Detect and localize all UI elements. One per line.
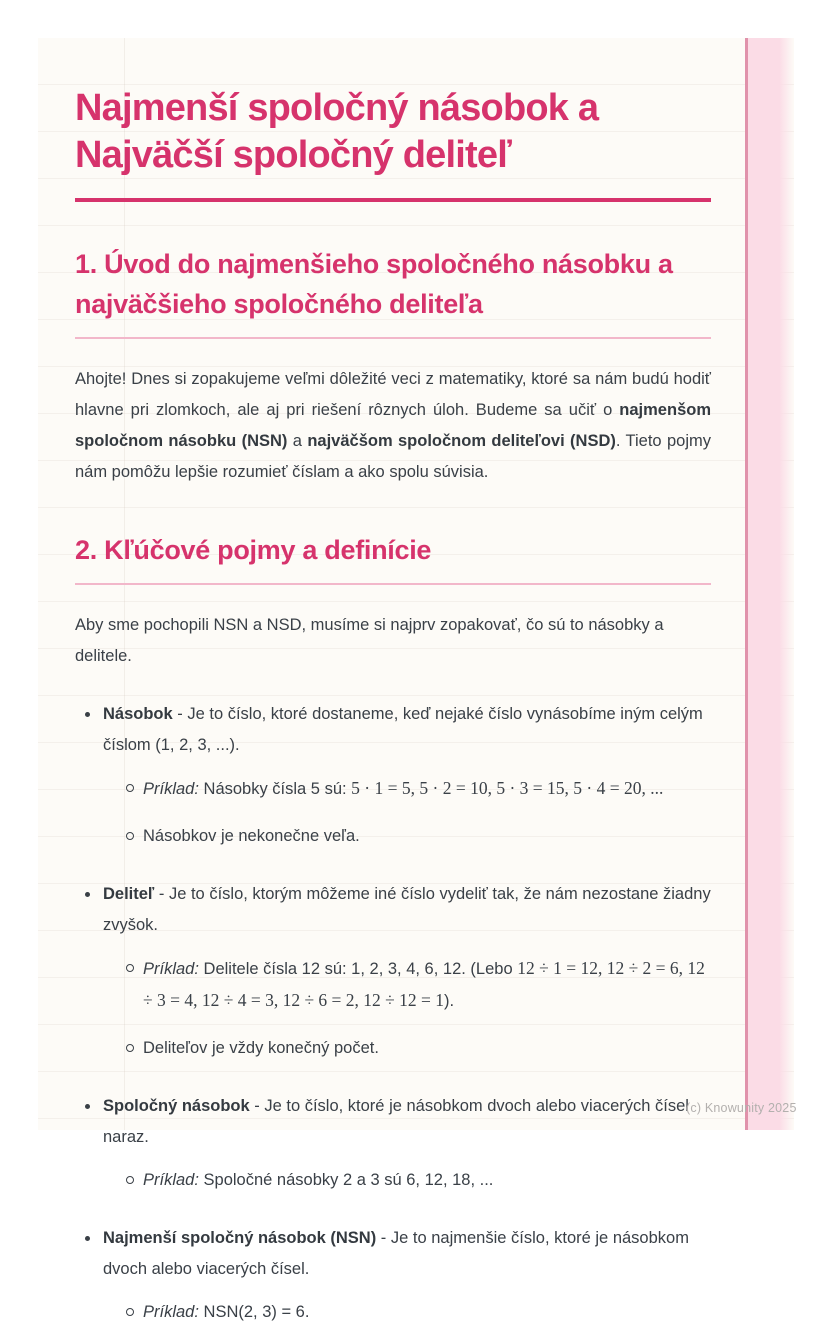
note-line: Deliteľov je vždy konečný počet. xyxy=(143,1033,711,1064)
example-label: Príklad: xyxy=(143,1303,199,1321)
example-text: Delitele čísla 12 sú: 1, 2, 3, 4, 6, 12.… xyxy=(198,960,518,978)
note-text: Násobkov je nekonečne veľa. xyxy=(143,827,360,845)
example-label: Príklad: xyxy=(143,780,199,798)
list-item-nsn: Najmenší spoločný násobok (NSN) - Je to … xyxy=(75,1223,711,1328)
bullet-dot-icon xyxy=(85,892,90,897)
page-title-line-2: Najväčší spoločný deliteľ xyxy=(75,134,512,176)
term-definition: Najmenší spoločný násobok (NSN) - Je to … xyxy=(103,1223,711,1285)
bullet-circle-icon xyxy=(126,784,134,792)
section-2-divider xyxy=(75,583,711,585)
math-expression: 5 · 1 = 5, 5 · 2 = 10, 5 · 3 = 15, 5 · 4… xyxy=(351,778,664,798)
note-text: Deliteľov je vždy konečný počet. xyxy=(143,1039,379,1057)
term-definition: Spoločný násobok - Je to číslo, ktoré je… xyxy=(103,1091,711,1153)
side-strip xyxy=(745,38,794,1130)
page-title-line-1: Najmenší spoločný násobok a xyxy=(75,87,599,129)
sub-list-item: Deliteľov je vždy konečný počet. xyxy=(103,1033,711,1064)
watermark: (c) Knowunity 2025 xyxy=(686,1101,797,1115)
example-text: NSN(2, 3) = 6. xyxy=(198,1303,310,1321)
term-def-text: - Je to číslo, ktorým môžeme iné číslo v… xyxy=(103,885,711,934)
intro-text-3: . Tieto pojmy nám pomôžu lepšie rozumieť… xyxy=(75,432,711,481)
nsn-bold-term: najmenšom spoločnom násobku (NSN) xyxy=(75,401,711,450)
bullet-circle-icon xyxy=(126,1044,134,1052)
list-item-body: Najmenší spoločný násobok (NSN) - Je to … xyxy=(103,1223,711,1328)
nsd-bold-term: najväčšom spoločnom deliteľovi (NSD) xyxy=(307,432,616,450)
term-label: Spoločný násobok xyxy=(103,1097,250,1115)
intro-paragraph: Ahojte! Dnes si zopakujeme veľmi dôležit… xyxy=(75,364,711,488)
bullet-dot-icon xyxy=(85,1236,90,1241)
list-item-nasobok: Násobok - Je to číslo, ktoré dostaneme, … xyxy=(75,699,711,852)
example-line: Príklad: Delitele čísla 12 sú: 1, 2, 3, … xyxy=(143,953,711,1017)
sub-list-item: Príklad: Delitele čísla 12 sú: 1, 2, 3, … xyxy=(103,953,711,1017)
page-title: Najmenší spoločný násobok a Najväčší spo… xyxy=(75,85,711,179)
example-text: Spoločné násobky 2 a 3 sú 6, 12, 18, ... xyxy=(198,1171,494,1189)
bullet-circle-icon xyxy=(126,964,134,972)
section-2-intro: Aby sme pochopili NSN a NSD, musíme si n… xyxy=(75,616,664,665)
list-item-body: Spoločný násobok - Je to číslo, ktoré je… xyxy=(103,1091,711,1196)
list-item-body: Deliteľ - Je to číslo, ktorým môžeme iné… xyxy=(103,879,711,1064)
bullet-circle-icon xyxy=(126,832,134,840)
bullet-circle-icon xyxy=(126,1176,134,1184)
term-def-text: - Je to číslo, ktoré je násobkom dvoch a… xyxy=(103,1097,689,1146)
section-1-heading: 1. Úvod do najmenšieho spoločného násobk… xyxy=(75,249,673,319)
example-tail: ). xyxy=(444,992,455,1010)
list-item-body: Násobok - Je to číslo, ktoré dostaneme, … xyxy=(103,699,711,852)
page-content: Najmenší spoločný násobok a Najväčší spo… xyxy=(75,85,711,1328)
section-1-divider xyxy=(75,337,711,339)
term-definition: Násobok - Je to číslo, ktoré dostaneme, … xyxy=(103,699,711,761)
example-label: Príklad: xyxy=(143,1171,199,1189)
list-item-delitel: Deliteľ - Je to číslo, ktorým môžeme iné… xyxy=(75,879,711,1064)
math-expression: 12 ÷ 1 = 12, 12 ÷ 2 = 6, 12 ÷ 3 = 4, 12 … xyxy=(143,958,705,1010)
sub-list-item: Príklad: Spoločné násobky 2 a 3 sú 6, 12… xyxy=(103,1165,711,1196)
bullet-circle-icon xyxy=(126,1308,134,1316)
sub-list-item: Násobkov je nekonečne veľa. xyxy=(103,821,711,852)
example-line: Príklad: NSN(2, 3) = 6. xyxy=(143,1297,711,1328)
example-line: Príklad: Násobky čísla 5 sú: 5 · 1 = 5, … xyxy=(143,773,711,805)
example-line: Príklad: Spoločné násobky 2 a 3 sú 6, 12… xyxy=(143,1165,711,1196)
sub-list-item: Príklad: NSN(2, 3) = 6. xyxy=(103,1297,711,1328)
sub-list-item: Príklad: Násobky čísla 5 sú: 5 · 1 = 5, … xyxy=(103,773,711,805)
term-label: Násobok xyxy=(103,705,173,723)
note-line: Násobkov je nekonečne veľa. xyxy=(143,821,711,852)
term-definition: Deliteľ - Je to číslo, ktorým môžeme iné… xyxy=(103,879,711,941)
bullet-dot-icon xyxy=(85,1104,90,1109)
example-text: Násobky čísla 5 sú: xyxy=(198,780,352,798)
term-list: Násobok - Je to číslo, ktoré dostaneme, … xyxy=(75,699,711,1328)
document-page: Najmenší spoločný násobok a Najväčší spo… xyxy=(38,38,794,1321)
term-label: Najmenší spoločný násobok (NSN) xyxy=(103,1229,377,1247)
intro-text-2: a xyxy=(287,432,308,450)
term-label: Deliteľ xyxy=(103,885,155,903)
title-divider xyxy=(75,198,711,202)
example-label: Príklad: xyxy=(143,960,199,978)
intro-text-1: Ahojte! Dnes si zopakujeme veľmi dôležit… xyxy=(75,370,711,419)
list-item-spolocny-nasobok: Spoločný násobok - Je to číslo, ktoré je… xyxy=(75,1091,711,1196)
bullet-dot-icon xyxy=(85,712,90,717)
section-2-heading: 2. Kľúčové pojmy a definície xyxy=(75,535,432,565)
term-def-text: - Je to číslo, ktoré dostaneme, keď neja… xyxy=(103,705,703,754)
